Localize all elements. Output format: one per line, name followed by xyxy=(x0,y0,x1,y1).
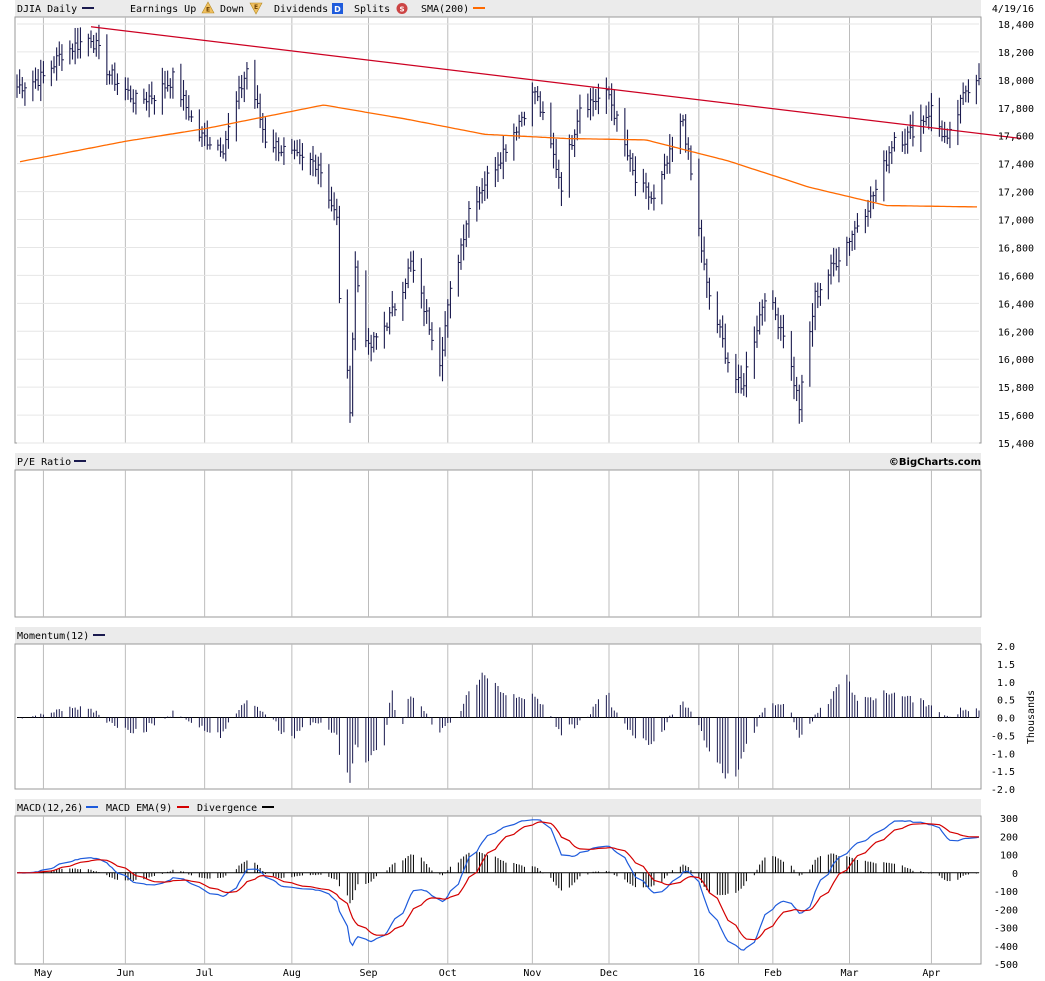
price-tick-label: 16,000 xyxy=(998,355,1034,366)
symbol-label: DJIA Daily xyxy=(17,4,77,15)
pe-header-bar xyxy=(15,453,981,470)
macd-ema-label: MACD EMA(9) xyxy=(106,803,172,814)
price-tick-label: 18,200 xyxy=(998,48,1034,59)
earnings-label: Earnings Up xyxy=(130,4,196,15)
momentum-tick-label: -2.0 xyxy=(991,785,1015,796)
price-right-header-bar xyxy=(981,0,1045,17)
x-tick-label: Oct xyxy=(439,968,457,979)
macd-label: MACD(12,26) xyxy=(17,803,83,814)
price-tick-label: 15,400 xyxy=(998,439,1034,450)
price-tick-label: 18,000 xyxy=(998,76,1034,87)
momentum-tick-label: 1.5 xyxy=(997,660,1015,671)
momentum-tick-label: -1.0 xyxy=(991,749,1015,760)
price-tick-label: 15,800 xyxy=(998,383,1034,394)
x-tick-label: Sep xyxy=(359,968,377,979)
momentum-tick-label: 2.0 xyxy=(997,642,1015,653)
macd-tick-label: -500 xyxy=(994,960,1018,971)
price-panel-frame xyxy=(14,16,982,444)
dividends-label: Dividends xyxy=(274,4,328,15)
bigcharts-credit: ©BigCharts.com xyxy=(889,457,981,468)
momentum-series xyxy=(17,672,980,783)
price-tick-label: 17,800 xyxy=(998,104,1034,115)
x-tick-label: Aug xyxy=(283,968,301,979)
x-tick-label: 16 xyxy=(693,968,705,979)
splits-icon: S xyxy=(396,3,408,14)
x-tick-label: Feb xyxy=(764,968,782,979)
macd-line xyxy=(16,819,980,951)
price-tick-label: 18,400 xyxy=(998,20,1034,31)
earnings-up-icon: E xyxy=(201,1,215,14)
pe-ratio-label: P/E Ratio xyxy=(17,457,71,468)
momentum-tick-label: -1.5 xyxy=(991,767,1015,778)
price-series xyxy=(16,24,1022,424)
price-tick-label: 17,600 xyxy=(998,132,1034,143)
x-tick-label: Jul xyxy=(196,968,214,979)
x-tick-label: Nov xyxy=(523,968,541,979)
macd-series xyxy=(16,819,980,951)
price-tick-label: 16,800 xyxy=(998,243,1034,254)
macd-tick-label: -400 xyxy=(994,942,1018,953)
dividends-icon: D xyxy=(332,3,343,14)
x-tick-label: Dec xyxy=(600,968,618,979)
earnings-up-glyph: E xyxy=(206,7,210,14)
macd-tick-label: 0 xyxy=(1012,869,1018,880)
axis-labels: Thousands May Jun Jul Aug Sep Oct Nov Dec 16 Feb M… xyxy=(34,20,1037,979)
price-tick-label: 17,000 xyxy=(998,216,1034,227)
pe-panel-frame xyxy=(14,469,982,618)
sma-label: SMA(200) xyxy=(421,4,469,15)
macd-header-bar xyxy=(15,799,981,816)
chart-date: 4/19/16 xyxy=(992,4,1034,15)
macd-ema-line xyxy=(16,821,979,941)
macd-tick-label: -100 xyxy=(994,887,1018,898)
sma200-line xyxy=(19,104,977,208)
momentum-tick-label: -0.5 xyxy=(991,731,1015,742)
macd-tick-label: 300 xyxy=(1000,814,1018,825)
splits-glyph: S xyxy=(399,6,404,14)
momentum-header-bar xyxy=(15,627,981,644)
price-tick-label: 17,200 xyxy=(998,188,1034,199)
resistance-trendline xyxy=(90,26,1022,140)
momentum-unit-label: Thousands xyxy=(1026,690,1037,744)
macd-tick-label: -300 xyxy=(994,924,1018,935)
momentum-tick-label: 1.0 xyxy=(997,678,1015,689)
price-tick-label: 16,200 xyxy=(998,327,1034,338)
momentum-label: Momentum(12) xyxy=(17,631,89,642)
macd-panel-frame xyxy=(14,815,982,965)
dividends-glyph: D xyxy=(334,5,341,14)
x-tick-label: May xyxy=(34,968,52,979)
x-tick-label: Apr xyxy=(922,968,940,979)
earnings-down-icon: E xyxy=(249,2,263,15)
grid-lines xyxy=(17,17,979,964)
divergence-label: Divergence xyxy=(197,803,257,814)
price-tick-label: 16,600 xyxy=(998,271,1034,282)
price-tick-label: 17,400 xyxy=(998,160,1034,171)
macd-tick-label: 200 xyxy=(1000,832,1018,843)
momentum-panel-frame xyxy=(14,643,982,790)
momentum-tick-label: 0.0 xyxy=(997,714,1015,725)
x-tick-label: Mar xyxy=(840,968,858,979)
price-tick-label: 15,600 xyxy=(998,411,1034,422)
momentum-tick-label: 0.5 xyxy=(997,696,1015,707)
macd-tick-label: 100 xyxy=(1000,851,1018,862)
macd-tick-label: -200 xyxy=(994,905,1018,916)
splits-label: Splits xyxy=(354,4,390,15)
x-tick-label: Jun xyxy=(116,968,134,979)
earnings-down-glyph: E xyxy=(254,4,258,11)
price-tick-label: 16,400 xyxy=(998,299,1034,310)
down-label: Down xyxy=(220,4,244,15)
